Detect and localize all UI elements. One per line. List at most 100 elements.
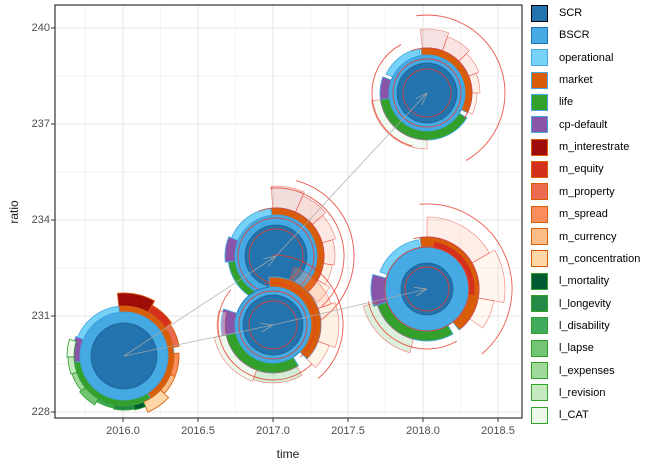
legend-label: l_CAT (559, 409, 589, 422)
legend-swatch-life (531, 93, 548, 111)
legend-swatch-m_equity (531, 160, 548, 178)
glyph-2016 (66, 292, 180, 413)
legend-swatch-l_CAT (531, 406, 548, 424)
legend-item-l_mortality: l_mortality (531, 272, 609, 290)
red-arc (413, 236, 480, 330)
red-arc (296, 180, 355, 324)
sector-l_lapse (362, 302, 414, 354)
legend-item-life: life (531, 93, 573, 111)
legend-label: l_longevity (559, 297, 611, 310)
legend-item-m_interestrate: m_interestrate (531, 138, 629, 156)
red-arc (217, 289, 313, 381)
y-tick-label: 231 (31, 310, 50, 322)
legend-label: m_interestrate (559, 141, 630, 154)
x-tick-label: 2018.0 (406, 425, 440, 437)
red-arc (404, 266, 450, 312)
legend-swatch-l_expenses (531, 362, 548, 380)
legend-item-l_CAT: l_CAT (531, 406, 589, 424)
legend-label: SCR (559, 7, 583, 19)
legend-swatch-l_lapse (531, 339, 548, 357)
legend-label: cp-default (559, 118, 608, 131)
legend-swatch-m_concentration (531, 250, 548, 268)
legend-label: operational (559, 51, 614, 64)
legend-label: l_disability (559, 319, 610, 332)
sector-l_longevity (113, 404, 135, 411)
legend-item-l_lapse: l_lapse (531, 339, 594, 357)
legend-item-SCR: SCR (531, 4, 582, 22)
legend-swatch-m_spread (531, 205, 548, 223)
legend-swatch-market (531, 71, 548, 89)
legend-label: life (559, 96, 574, 109)
glyph-2017-upper (224, 180, 355, 324)
legend-label: m_property (559, 185, 615, 198)
red-arc (384, 246, 470, 332)
red-arc (392, 58, 462, 128)
y-tick-label: 240 (31, 22, 50, 34)
x-tick-label: 2018.5 (481, 425, 515, 437)
sector-m_concentration (306, 341, 330, 368)
sector-operational (385, 48, 421, 78)
y-tick-label: 228 (31, 406, 50, 418)
legend-item-market: market (531, 71, 593, 89)
legend-item-cp-default: cp-default (531, 116, 607, 134)
x-tick-label: 2016.0 (106, 425, 140, 437)
legend-swatch-l_revision (531, 384, 548, 402)
legend-swatch-m_interestrate (531, 138, 548, 156)
red-arc (419, 203, 513, 355)
legend-swatch-cp-default (531, 116, 548, 134)
red-arc (272, 254, 344, 379)
red-arc (411, 47, 473, 120)
trajectory-line (272, 287, 428, 326)
legend-swatch-l_longevity (531, 295, 548, 313)
legend-item-m_property: m_property (531, 183, 615, 201)
x-axis-title: time (276, 447, 300, 461)
sector-l_CAT (216, 310, 228, 337)
legend-swatch-BSCR (531, 26, 548, 44)
red-arc (257, 207, 325, 294)
legend-swatch-SCR (531, 4, 548, 22)
red-arc (402, 68, 452, 118)
legend-item-BSCR: BSCR (531, 26, 590, 44)
legend-label: m_spread (559, 208, 608, 221)
red-arc (248, 300, 298, 350)
red-arc (416, 14, 506, 161)
red-arc (238, 290, 308, 360)
legend-label: BSCR (559, 29, 590, 42)
red-arc (264, 282, 316, 358)
chart-marks (66, 14, 513, 413)
x-tick-label: 2017.0 (256, 425, 290, 437)
y-axis-title: ratio (7, 200, 21, 224)
legend-item-m_spread: m_spread (531, 205, 608, 223)
legend-item-m_currency: m_currency (531, 228, 616, 246)
legend-swatch-l_disability (531, 317, 548, 335)
sector-l_CAT (66, 338, 77, 358)
y-tick-label: 234 (31, 214, 50, 226)
trajectory-line (123, 255, 277, 357)
legend-label: l_expenses (559, 364, 615, 377)
legend-label: l_lapse (559, 342, 594, 355)
glyph-2018-lower (362, 203, 513, 355)
legend-label: market (559, 74, 593, 87)
legend-item-operational: operational (531, 49, 613, 67)
legend-item-m_equity: m_equity (531, 160, 604, 178)
legend-swatch-m_currency (531, 228, 548, 245)
x-tick-label: 2016.5 (181, 425, 215, 437)
trajectory-line (123, 322, 274, 357)
legend-label: m_equity (559, 163, 604, 176)
sector-m_currency (317, 302, 340, 348)
red-arc (367, 301, 458, 350)
legend-item-l_revision: l_revision (531, 384, 605, 402)
glyph-2018-upper (371, 14, 506, 161)
sector-cp-default (224, 236, 239, 263)
legend-item-l_longevity: l_longevity (531, 295, 611, 313)
sector-l_revision (371, 99, 428, 150)
red-arc (371, 44, 413, 147)
y-tick-label: 237 (31, 118, 50, 130)
red-arc (270, 187, 345, 307)
trajectory-line (275, 92, 428, 257)
legend-item-l_disability: l_disability (531, 317, 610, 335)
glyph-2017-lower (213, 254, 344, 384)
legend-label: m_concentration (559, 252, 641, 265)
